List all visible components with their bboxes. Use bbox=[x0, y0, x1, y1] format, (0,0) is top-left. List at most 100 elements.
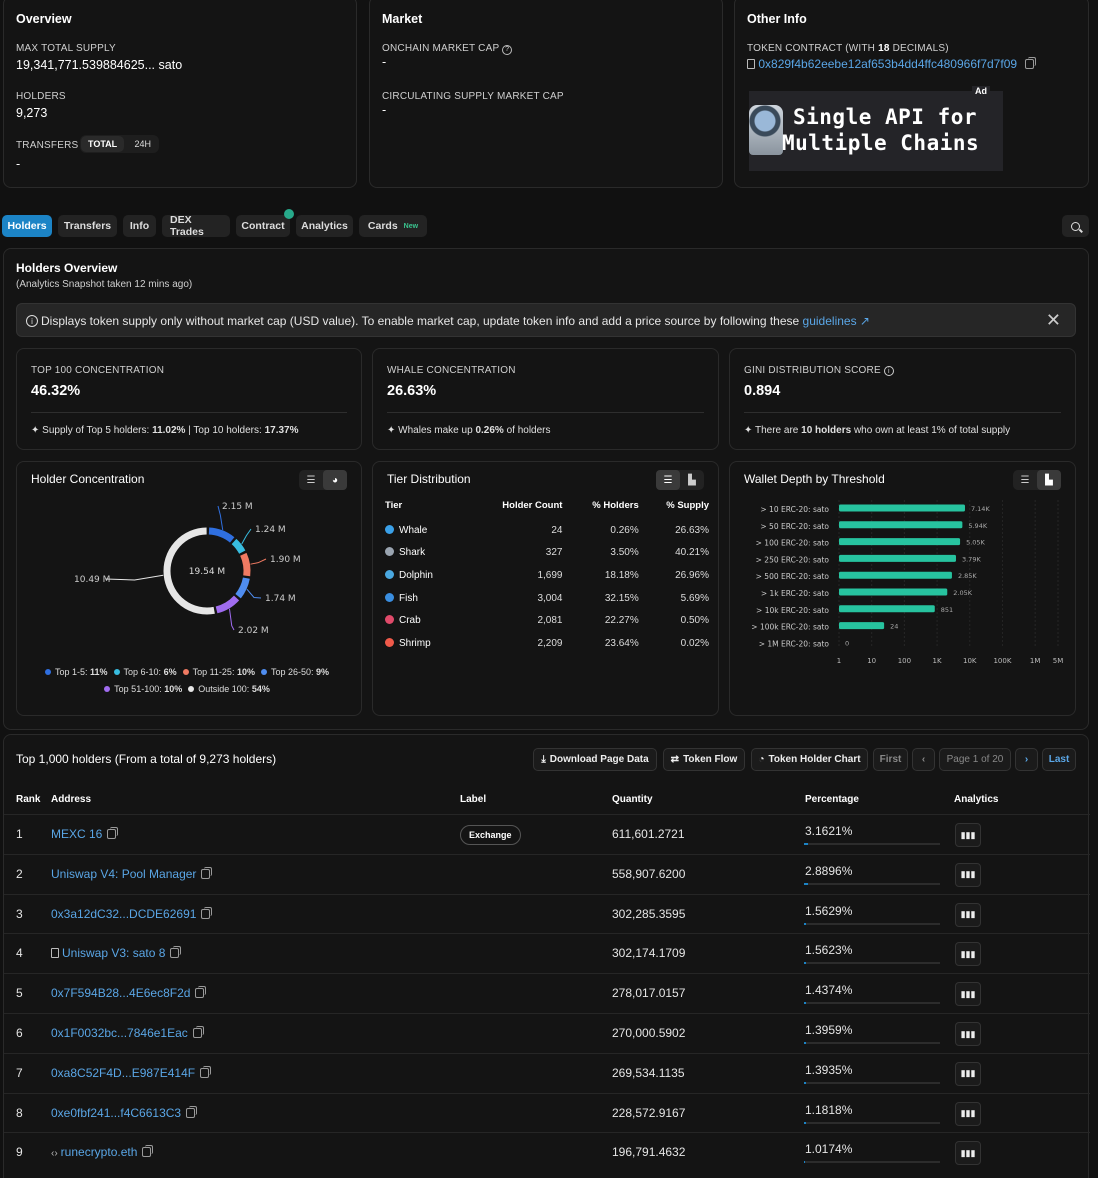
ad-banner[interactable]: Single API for Multiple Chains bbox=[749, 91, 1003, 171]
analytics-button[interactable]: ▮▮▮ bbox=[955, 1061, 981, 1086]
transfers-24h-tab[interactable]: 24H bbox=[134, 139, 152, 149]
address-link[interactable]: 0xa8C52F4D...E987E414F bbox=[51, 1065, 196, 1080]
copy-icon[interactable] bbox=[107, 827, 119, 839]
transfers-total-tab[interactable]: TOTAL bbox=[81, 136, 125, 152]
table-row: 9 ‹› runecrypto.eth 196,791.4632 1.0174% … bbox=[4, 1132, 1090, 1172]
analytics-button[interactable]: ▮▮▮ bbox=[955, 1022, 981, 1046]
tier-name: Dolphin bbox=[385, 564, 464, 587]
tab-holders[interactable]: Holders bbox=[2, 215, 52, 237]
depth-bar[interactable] bbox=[839, 504, 965, 512]
analytics-button[interactable]: ▮▮▮ bbox=[955, 902, 981, 927]
analytics-button[interactable]: ▮▮▮ bbox=[955, 942, 981, 967]
donut-slice[interactable] bbox=[235, 577, 250, 599]
download-button[interactable]: ⤓ Download Page Data bbox=[533, 748, 657, 771]
next-page-button[interactable]: › bbox=[1015, 748, 1038, 771]
wallet-depth-chart: 1 10 100 1K 10K 100K 1M 5M > 10 ERC-20: sato 7.14… bbox=[751, 500, 1063, 665]
info-icon: i bbox=[26, 315, 38, 327]
copy-icon[interactable] bbox=[195, 986, 207, 999]
tier-supply-pct: 0.02% bbox=[680, 637, 709, 649]
legend-item[interactable]: Top 11-25: 10% bbox=[182, 667, 255, 677]
copy-icon[interactable] bbox=[200, 1065, 212, 1078]
tab-contract[interactable]: Contract bbox=[236, 215, 290, 237]
donut-slice[interactable] bbox=[240, 552, 251, 577]
address-link[interactable]: 0x3a12dC32...DCDE62691 bbox=[51, 906, 197, 921]
legend-dot bbox=[113, 669, 120, 675]
x-tick-label: 100 bbox=[898, 657, 911, 665]
percentage-bar bbox=[804, 1121, 940, 1124]
bar-view-icon[interactable]: ▙ bbox=[688, 474, 696, 486]
percentage-cell: 1.5629% bbox=[805, 903, 853, 918]
tier-supply-pct: 26.96% bbox=[675, 569, 709, 581]
legend-item[interactable]: Top 6-10: 6% bbox=[113, 667, 177, 677]
copy-icon[interactable] bbox=[186, 1105, 198, 1118]
list-view-icon[interactable]: ☰ bbox=[656, 470, 680, 490]
analytics-button[interactable]: ▮▮▮ bbox=[955, 823, 981, 847]
token-flow-button[interactable]: ⇄ Token Flow bbox=[663, 748, 745, 771]
depth-bar[interactable] bbox=[839, 605, 935, 613]
label-badge: Exchange bbox=[460, 825, 521, 845]
copy-icon[interactable] bbox=[142, 1145, 154, 1158]
address-link[interactable]: 0x7F594B28...4E6ec8F2d bbox=[51, 986, 191, 1001]
address-link[interactable]: Uniswap V4: Pool Manager bbox=[51, 866, 197, 881]
depth-bar[interactable] bbox=[839, 521, 963, 529]
bar-view-icon[interactable]: ▙ bbox=[1037, 470, 1061, 490]
token-contract-address[interactable]: 0x829f4b62eebe12af653b4dd4ffc480966f7d7f… bbox=[747, 57, 1037, 71]
first-page-button[interactable]: First bbox=[873, 748, 908, 771]
depth-bar[interactable] bbox=[839, 554, 956, 562]
address-link[interactable]: runecrypto.eth bbox=[60, 1145, 138, 1160]
guidelines-link[interactable]: guidelines ↗ bbox=[802, 314, 870, 328]
tier-supply-pct: 40.21% bbox=[675, 547, 709, 559]
list-view-icon[interactable]: ☰ bbox=[306, 474, 316, 486]
ad-headline-1: Single API for bbox=[793, 105, 978, 129]
prev-page-button[interactable]: ‹ bbox=[912, 748, 935, 771]
tier-holders-pct: 18.18% bbox=[604, 569, 639, 581]
table-row: 1 MEXC 16 Exchange 611,601.2721 3.1621% … bbox=[4, 814, 1090, 854]
copy-icon[interactable] bbox=[201, 906, 213, 919]
legend-item[interactable]: Top 51-100: 10% bbox=[104, 684, 182, 694]
legend-item[interactable]: Top 26-50: 9% bbox=[260, 667, 329, 677]
address-link[interactable]: 0xe0fbf241...f4C6613C3 bbox=[51, 1105, 182, 1120]
copy-icon[interactable] bbox=[1025, 57, 1037, 69]
list-view-icon[interactable]: ☰ bbox=[1020, 474, 1030, 486]
copy-icon[interactable] bbox=[170, 946, 182, 959]
tab-transfers[interactable]: Transfers bbox=[58, 215, 117, 237]
legend-item[interactable]: Outside 100: 54% bbox=[188, 684, 270, 694]
analytics-button[interactable]: ▮▮▮ bbox=[955, 982, 981, 1007]
tab-info[interactable]: Info bbox=[123, 215, 156, 237]
tier-table: Tier Holder Count % Holders % Supply Wha… bbox=[385, 500, 709, 655]
donut-slice[interactable] bbox=[231, 538, 246, 554]
rank-cell: 4 bbox=[16, 946, 23, 961]
percentage-cell: 1.3959% bbox=[805, 1023, 853, 1037]
tab-cards[interactable]: Cards New bbox=[359, 215, 427, 237]
depth-bar[interactable] bbox=[839, 538, 961, 546]
help-icon[interactable]: ? bbox=[502, 45, 513, 55]
y-category-label: > 250 ERC-20: sato bbox=[756, 555, 830, 564]
depth-bar[interactable] bbox=[839, 622, 885, 630]
analytics-button[interactable]: ▮▮▮ bbox=[955, 1141, 981, 1166]
legend-item[interactable]: Top 1-5: 11% bbox=[44, 667, 108, 677]
analytics-button[interactable]: ▮▮▮ bbox=[955, 862, 981, 887]
depth-bar[interactable] bbox=[839, 588, 948, 596]
donut-slice[interactable] bbox=[215, 595, 240, 614]
info-icon[interactable]: i bbox=[883, 366, 894, 376]
analytics-button[interactable]: ▮▮▮ bbox=[955, 1101, 981, 1126]
address-link[interactable]: Uniswap V3: sato 8 bbox=[62, 946, 166, 961]
bar-chart-icon: ▮▮▮ bbox=[960, 1028, 976, 1039]
depth-bar[interactable] bbox=[839, 571, 952, 579]
tab-dex-trades[interactable]: DEX Trades bbox=[162, 214, 230, 238]
tier-distribution-title: Tier Distribution bbox=[387, 472, 471, 486]
address-link[interactable]: 0x1F0032bc...7846e1Eac bbox=[51, 1026, 188, 1040]
copy-icon[interactable] bbox=[201, 866, 213, 879]
percentage-cell: 1.4374% bbox=[805, 983, 853, 998]
search-button[interactable] bbox=[1062, 215, 1089, 237]
donut-slice[interactable] bbox=[208, 527, 235, 543]
copy-icon[interactable] bbox=[192, 1026, 204, 1038]
holder-chart-button[interactable]: ◔ Token Holder Chart bbox=[751, 748, 868, 771]
donut-slice[interactable] bbox=[163, 527, 215, 615]
percentage-cell: 1.0174% bbox=[805, 1142, 853, 1157]
address-link[interactable]: MEXC 16 bbox=[51, 827, 103, 841]
tab-analytics[interactable]: Analytics bbox=[296, 215, 353, 237]
pie-view-icon[interactable]: ◕ bbox=[323, 470, 347, 490]
last-page-button[interactable]: Last bbox=[1042, 748, 1076, 771]
close-icon[interactable]: ✕ bbox=[1045, 310, 1061, 330]
